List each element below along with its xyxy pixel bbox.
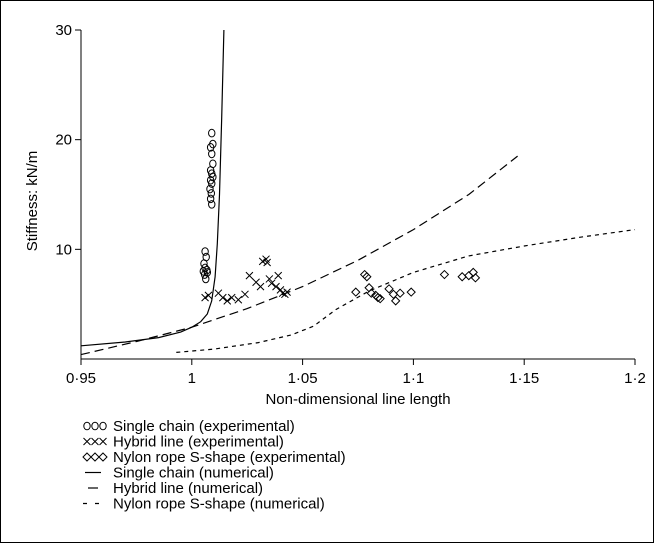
- legend-label: Nylon rope S-shape (numerical): [113, 496, 325, 513]
- data-point-x: [257, 283, 264, 290]
- data-point-circle: [202, 248, 208, 256]
- y-tick-label: 20: [55, 132, 72, 149]
- data-point-x: [241, 291, 248, 298]
- data-point-x: [224, 297, 231, 304]
- legend-marker-x: [84, 438, 91, 445]
- y-tick-label: 30: [55, 22, 72, 39]
- experimental-markers: [200, 129, 479, 305]
- x-tick-label: 1·05: [288, 370, 318, 387]
- legend-item: Hybrid line (experimental): [84, 434, 284, 451]
- legend-marker-diamond: [99, 453, 107, 461]
- data-point-x: [228, 294, 235, 301]
- data-point-circle: [209, 201, 215, 209]
- legend-marker-x: [92, 438, 99, 445]
- legend-label: Single chain (experimental): [113, 418, 295, 435]
- data-point-x: [235, 296, 242, 303]
- x-axis-title: Non-dimensional line length: [265, 391, 450, 408]
- x-tick-label: 1·2: [624, 370, 646, 387]
- legend-item: Hybrid line (numerical): [88, 480, 263, 497]
- legend: Single chain (experimental)Hybrid line (…: [83, 418, 346, 513]
- x-tick-label: 0·95: [66, 370, 96, 387]
- x-tick-label: 1: [188, 370, 196, 387]
- data-point-diamond: [458, 273, 466, 281]
- legend-label: Nylon rope S-shape (experimental): [113, 449, 346, 466]
- y-axis-title: Stiffness: kN/m: [24, 151, 41, 252]
- data-point-diamond: [365, 284, 373, 292]
- data-point-x: [219, 294, 226, 301]
- data-point-x: [275, 272, 282, 279]
- legend-marker-diamond: [91, 453, 99, 461]
- x-tick-label: 1·1: [403, 370, 425, 387]
- legend-label: Hybrid line (experimental): [113, 434, 284, 451]
- data-point-diamond: [440, 271, 448, 279]
- series-line-short-dash: [176, 230, 635, 353]
- data-point-x: [273, 283, 280, 290]
- numerical-lines: [81, 30, 635, 355]
- data-point-diamond: [407, 288, 415, 296]
- legend-marker-circle: [84, 422, 90, 430]
- data-point-circle: [207, 195, 213, 203]
- ticks: 0·95 1 1·05 1·1 1·15 1·2 10 20 30: [55, 22, 646, 387]
- legend-marker-diamond: [83, 453, 91, 461]
- series-line-long-dash: [81, 156, 518, 355]
- legend-item: Single chain (experimental): [84, 418, 295, 435]
- y-tick-label: 10: [55, 241, 72, 258]
- data-point-diamond: [396, 289, 404, 297]
- data-point-diamond: [352, 288, 360, 296]
- data-point-circle: [209, 129, 215, 137]
- series-line-solid: [81, 30, 224, 346]
- axes: [81, 30, 635, 359]
- legend-item: Nylon rope S-shape (experimental): [83, 449, 346, 466]
- x-tick-label: 1·15: [509, 370, 539, 387]
- data-point-x: [205, 292, 212, 299]
- legend-label: Single chain (numerical): [113, 465, 274, 482]
- legend-marker-circle: [92, 422, 98, 430]
- legend-item: Nylon rope S-shape (numerical): [83, 496, 325, 513]
- data-point-diamond: [469, 268, 477, 276]
- legend-item: Single chain (numerical): [85, 465, 274, 482]
- legend-label: Hybrid line (numerical): [113, 480, 263, 497]
- legend-marker-x: [100, 438, 107, 445]
- legend-marker-circle: [100, 422, 106, 430]
- data-point-x: [246, 272, 253, 279]
